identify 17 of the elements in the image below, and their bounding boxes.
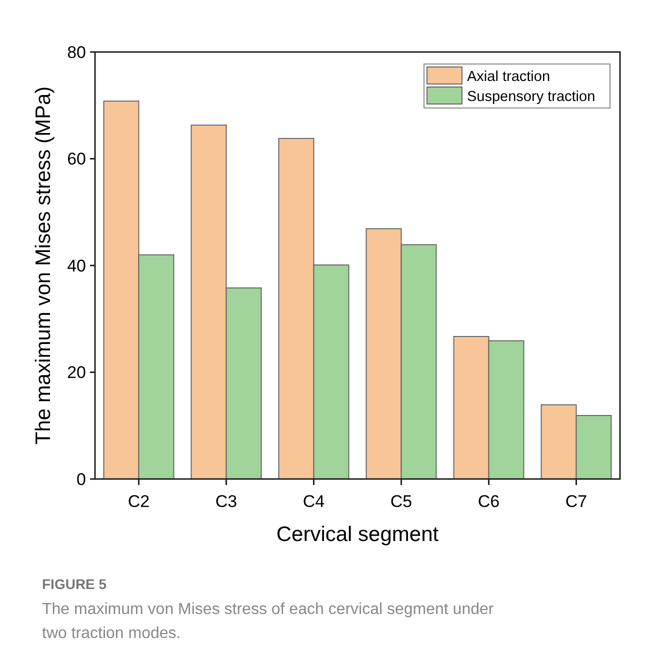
x-tick-label: C5 xyxy=(390,492,412,511)
x-tick-label: C2 xyxy=(128,492,150,511)
x-tick-label: C7 xyxy=(565,492,588,511)
x-tick-label: C6 xyxy=(478,492,500,511)
x-axis-title: Cervical segment xyxy=(276,523,439,546)
y-tick-label: 80 xyxy=(67,42,86,62)
text: The maximum von Mises stress of each cervical segment under two traction modes. xyxy=(42,601,494,642)
y-tick-label: 60 xyxy=(67,150,86,169)
legend-label: Axial traction xyxy=(467,69,550,86)
y-tick-label: 0 xyxy=(76,470,86,489)
y-axis-title: The maximum von Mises stress (MPa) xyxy=(32,86,55,445)
legend-label: Suspensory traction xyxy=(467,89,596,106)
caption: FIGURE 5 xyxy=(42,576,107,592)
x-tick-label: C4 xyxy=(302,492,325,511)
y-tick-label: 20 xyxy=(67,363,86,382)
y-tick-label: 40 xyxy=(67,256,86,276)
x-tick-label: C3 xyxy=(215,492,238,511)
